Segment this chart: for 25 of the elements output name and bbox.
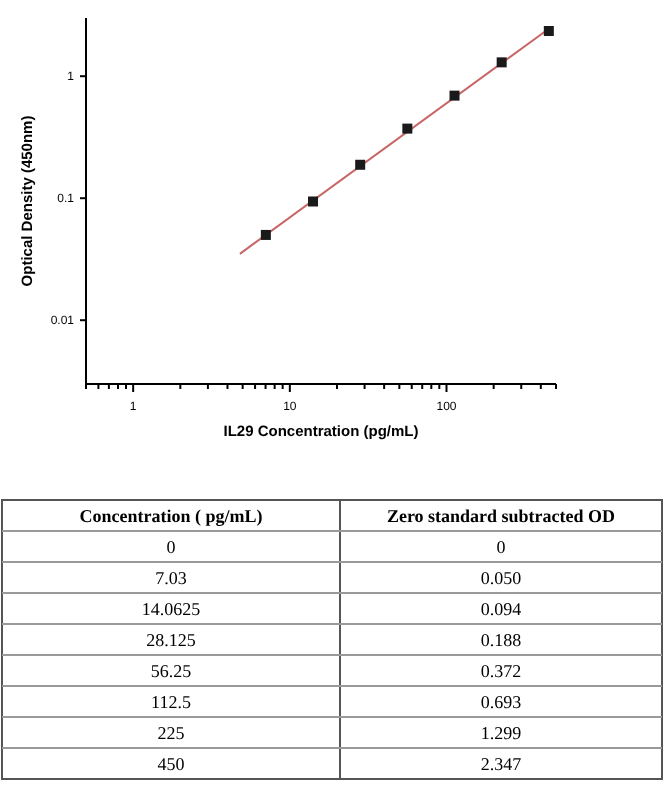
text: 0.094 (480, 599, 523, 619)
point (543, 26, 554, 37)
text: 0.050 (480, 568, 523, 588)
text: 0 (166, 537, 177, 557)
text: 0.693 (480, 692, 523, 712)
point (496, 57, 507, 68)
point (308, 196, 319, 207)
text: 0.372 (480, 661, 522, 681)
point (449, 90, 460, 101)
text: 0.188 (480, 630, 523, 650)
text: Zero standard subtracted OD (386, 506, 617, 526)
point (355, 159, 366, 170)
point (260, 229, 271, 240)
point (402, 123, 413, 134)
text: 28.125 (146, 630, 197, 650)
text: Concentration ( pg/mL) (79, 506, 263, 526)
text: 7.03 (155, 568, 188, 588)
text: 1.299 (480, 723, 523, 743)
text: 450 (157, 754, 186, 774)
text: 0 (496, 537, 507, 557)
text: 2.347 (480, 754, 523, 774)
text: 56.25 (150, 661, 193, 681)
text: 225 (157, 723, 186, 743)
text: 14.0625 (141, 599, 202, 619)
text: 112.5 (151, 692, 192, 712)
